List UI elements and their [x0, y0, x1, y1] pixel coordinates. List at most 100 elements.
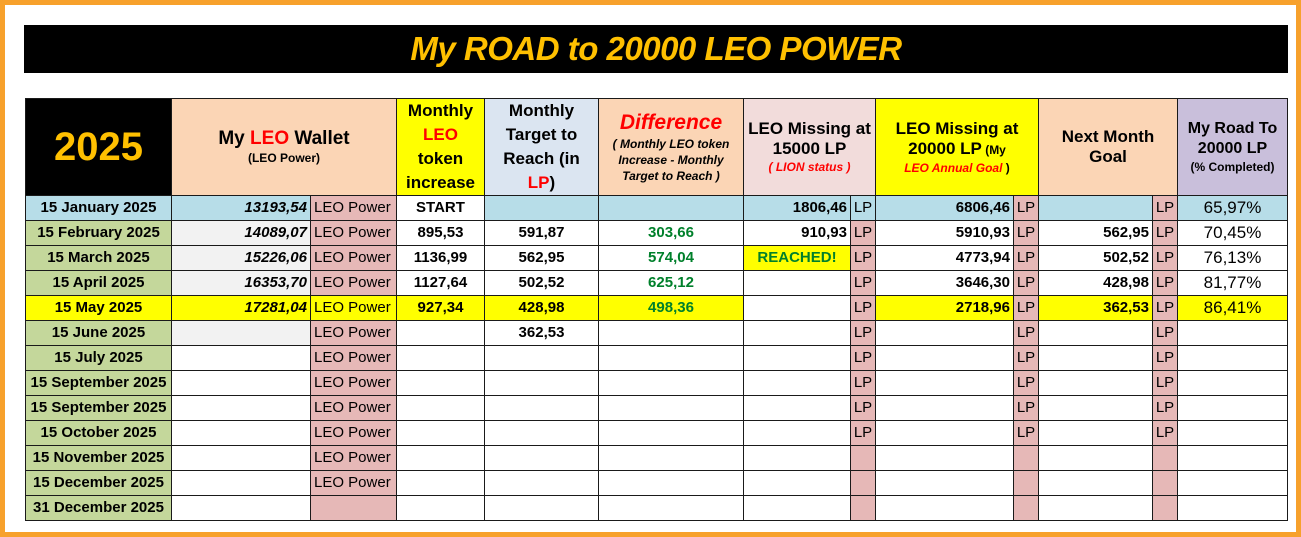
table-row: 15 April 2025 16353,70 LEO Power 1127,64 502…	[25, 270, 1288, 296]
table-row: 15 October 2025 LEO Power LP LP LP	[25, 420, 1288, 446]
monthly-increase-cell	[396, 395, 485, 421]
next-goal-unit: LP	[1152, 245, 1178, 271]
difference-cell: 498,36	[598, 295, 744, 321]
next-goal-unit: LP	[1152, 195, 1178, 221]
leo-power-unit: LEO Power	[310, 320, 397, 346]
missing-15000-unit	[850, 470, 876, 496]
missing-15000-cell: REACHED!	[743, 245, 851, 271]
next-goal-cell	[1038, 420, 1153, 446]
percent-completed-cell	[1177, 320, 1288, 346]
monthly-target-cell	[484, 370, 599, 396]
percent-completed-cell: 65,97%	[1177, 195, 1288, 221]
missing-15000-cell	[743, 445, 851, 471]
difference-cell	[598, 320, 744, 346]
missing-15000-cell	[743, 470, 851, 496]
next-goal-cell	[1038, 470, 1153, 496]
wallet-cell: 17281,04	[171, 295, 311, 321]
leo-power-unit: LEO Power	[310, 370, 397, 396]
monthly-increase-cell	[396, 470, 485, 496]
table-row: 15 September 2025 LEO Power LP LP LP	[25, 370, 1288, 396]
next-goal-cell	[1038, 495, 1153, 521]
difference-cell	[598, 445, 744, 471]
difference-cell	[598, 345, 744, 371]
difference-cell: 625,12	[598, 270, 744, 296]
next-goal-unit	[1152, 495, 1178, 521]
next-goal-cell: 562,95	[1038, 220, 1153, 246]
next-goal-unit: LP	[1152, 420, 1178, 446]
wallet-cell	[171, 470, 311, 496]
monthly-target-cell	[484, 495, 599, 521]
percent-completed-cell: 70,45%	[1177, 220, 1288, 246]
monthly-increase-cell	[396, 345, 485, 371]
date-cell: 15 January 2025	[25, 195, 172, 221]
date-cell: 15 March 2025	[25, 245, 172, 271]
percent-completed-cell	[1177, 495, 1288, 521]
difference-cell: 574,04	[598, 245, 744, 271]
leo-power-unit: LEO Power	[310, 195, 397, 221]
table-row: 15 June 2025 LEO Power 362,53 LP LP LP	[25, 320, 1288, 346]
monthly-increase-cell	[396, 495, 485, 521]
missing-20000-unit: LP	[1013, 395, 1039, 421]
missing-20000-unit: LP	[1013, 270, 1039, 296]
table-row: 15 February 2025 14089,07 LEO Power 895,53 5…	[25, 220, 1288, 246]
wallet-cell	[171, 370, 311, 396]
difference-cell	[598, 495, 744, 521]
wallet-cell	[171, 345, 311, 371]
missing-20000-cell: 4773,94	[875, 245, 1014, 271]
percent-completed-cell: 76,13%	[1177, 245, 1288, 271]
leo-power-unit: LEO Power	[310, 420, 397, 446]
next-goal-unit	[1152, 470, 1178, 496]
missing-15000-unit: LP	[850, 370, 876, 396]
page-title: My ROAD to 20000 LEO POWER	[410, 30, 902, 67]
monthly-increase-cell	[396, 320, 485, 346]
next-goal-cell	[1038, 320, 1153, 346]
missing-15000-unit: LP	[850, 245, 876, 271]
missing-20000-cell	[875, 495, 1014, 521]
monthly-target-cell: 362,53	[484, 320, 599, 346]
percent-completed-cell	[1177, 445, 1288, 471]
next-goal-unit: LP	[1152, 320, 1178, 346]
title-banner: My ROAD to 20000 LEO POWER	[24, 25, 1288, 73]
missing-15000-unit: LP	[850, 420, 876, 446]
next-goal-unit	[1152, 445, 1178, 471]
missing-15000-cell	[743, 345, 851, 371]
monthly-increase-cell: 1136,99	[396, 245, 485, 271]
missing-15000-unit	[850, 495, 876, 521]
missing-20000-unit: LP	[1013, 195, 1039, 221]
date-cell: 15 May 2025	[25, 295, 172, 321]
missing-20000-unit: LP	[1013, 220, 1039, 246]
table-row: 15 November 2025 LEO Power	[25, 445, 1288, 471]
percent-completed-cell	[1177, 470, 1288, 496]
percent-completed-cell	[1177, 420, 1288, 446]
monthly-target-cell	[484, 470, 599, 496]
missing-15000-cell	[743, 270, 851, 296]
road-percent-header: My Road To 20000 LP (% Completed)	[1177, 98, 1288, 196]
missing-20000-unit	[1013, 445, 1039, 471]
missing-15000-unit	[850, 445, 876, 471]
date-cell: 15 February 2025	[25, 220, 172, 246]
table-row: 15 May 2025 17281,04 LEO Power 927,34 428,98…	[25, 295, 1288, 321]
date-cell: 15 October 2025	[25, 420, 172, 446]
percent-completed-cell: 81,77%	[1177, 270, 1288, 296]
missing-20000-unit: LP	[1013, 245, 1039, 271]
missing-15000-cell	[743, 295, 851, 321]
missing-15000-cell	[743, 320, 851, 346]
missing-15000-cell: 1806,46	[743, 195, 851, 221]
missing-15000-unit: LP	[850, 295, 876, 321]
difference-cell	[598, 395, 744, 421]
leo-power-unit: LEO Power	[310, 295, 397, 321]
table-row: 15 January 2025 13193,54 LEO Power START 180…	[25, 195, 1288, 221]
monthly-increase-cell: START	[396, 195, 485, 221]
missing-20000-cell	[875, 420, 1014, 446]
date-cell: 15 December 2025	[25, 470, 172, 496]
missing-20000-cell	[875, 470, 1014, 496]
missing-15000-header: LEO Missing at 15000 LP ( LION status )	[743, 98, 876, 196]
next-goal-unit: LP	[1152, 295, 1178, 321]
date-cell: 15 June 2025	[25, 320, 172, 346]
percent-completed-cell	[1177, 395, 1288, 421]
monthly-target-cell: 428,98	[484, 295, 599, 321]
next-goal-cell: 428,98	[1038, 270, 1153, 296]
monthly-target-cell	[484, 195, 599, 221]
date-cell: 15 April 2025	[25, 270, 172, 296]
missing-15000-cell	[743, 370, 851, 396]
